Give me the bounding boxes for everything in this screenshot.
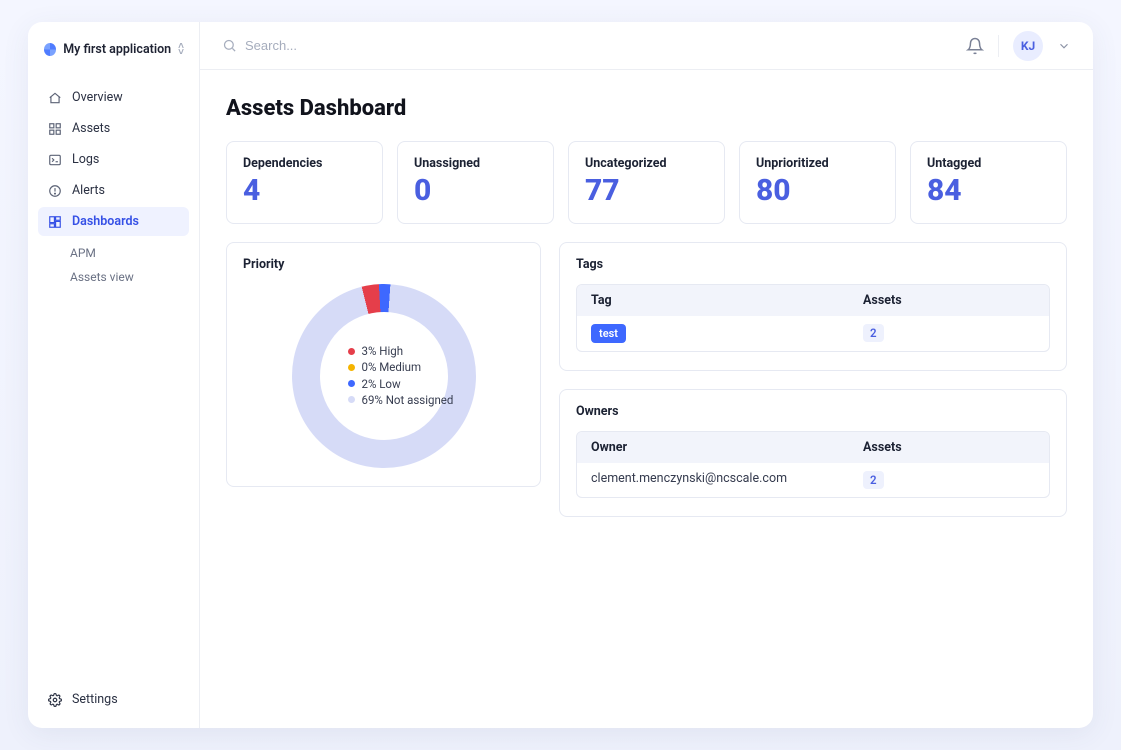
- stat-value: 0: [414, 175, 537, 207]
- topbar: KJ: [200, 22, 1093, 70]
- stat-card[interactable]: Untagged 84: [910, 141, 1067, 224]
- priority-legend: 3% High0% Medium2% Low69% Not assigned: [320, 312, 448, 440]
- tags-title: Tags: [576, 257, 1050, 272]
- owners-title: Owners: [576, 404, 1050, 419]
- sidebar-subitems: APM Assets view: [64, 242, 189, 288]
- panels-row: Priority 3% High0% Medium2% Low69% Not a…: [226, 242, 1067, 517]
- sidebar-subitem-apm[interactable]: APM: [64, 242, 189, 264]
- sidebar-item-label: Alerts: [72, 183, 105, 198]
- priority-donut-wrap: 3% High0% Medium2% Low69% Not assigned: [243, 284, 524, 468]
- legend-label: 0% Medium: [362, 359, 422, 375]
- stat-card[interactable]: Unprioritized 80: [739, 141, 896, 224]
- topbar-right: KJ: [966, 31, 1071, 61]
- tags-col-assets: Assets: [849, 285, 1049, 316]
- legend-item: 0% Medium: [348, 359, 454, 375]
- assets-cell: 2: [849, 316, 1049, 351]
- stat-card[interactable]: Dependencies 4: [226, 141, 383, 224]
- legend-dot-icon: [348, 364, 355, 371]
- dashboard-icon: [48, 215, 62, 229]
- user-avatar[interactable]: KJ: [1013, 31, 1043, 61]
- stat-value: 84: [927, 175, 1050, 207]
- sidebar-nav: Overview Assets Logs Alerts: [38, 83, 189, 288]
- tag-cell: test: [577, 316, 849, 351]
- assets-cell: 2: [849, 463, 1049, 497]
- legend-dot-icon: [348, 380, 355, 387]
- count-pill: 2: [863, 471, 884, 489]
- sidebar-item-label: Dashboards: [72, 214, 139, 229]
- stat-card[interactable]: Unassigned 0: [397, 141, 554, 224]
- search-box[interactable]: [222, 38, 952, 53]
- content: Assets Dashboard Dependencies 4 Unassigned…: [200, 70, 1093, 543]
- stat-card[interactable]: Uncategorized 77: [568, 141, 725, 224]
- sidebar-item-logs[interactable]: Logs: [38, 145, 189, 174]
- legend-dot-icon: [348, 348, 355, 355]
- page-title: Assets Dashboard: [226, 96, 1067, 121]
- tag-pill[interactable]: test: [591, 324, 626, 343]
- owners-panel: Owners Owner Assets clement.menczynski@n…: [559, 389, 1067, 517]
- sidebar-item-assets[interactable]: Assets: [38, 114, 189, 143]
- sidebar-item-dashboards[interactable]: Dashboards: [38, 207, 189, 236]
- gear-icon: [48, 693, 62, 707]
- notifications-button[interactable]: [966, 37, 984, 55]
- sidebar-item-label: Logs: [72, 152, 99, 167]
- legend-label: 2% Low: [362, 376, 401, 392]
- tags-panel: Tags Tag Assets test 2: [559, 242, 1067, 371]
- search-icon: [222, 38, 237, 53]
- legend-item: 2% Low: [348, 376, 454, 392]
- priority-title: Priority: [243, 257, 524, 272]
- legend-label: 69% Not assigned: [362, 392, 454, 408]
- priority-donut-chart: 3% High0% Medium2% Low69% Not assigned: [292, 284, 476, 468]
- stat-label: Untagged: [927, 156, 1050, 171]
- main-area: KJ Assets Dashboard Dependencies 4 Unassig…: [200, 22, 1093, 728]
- stat-value: 4: [243, 175, 366, 207]
- stat-label: Dependencies: [243, 156, 366, 171]
- stat-label: Uncategorized: [585, 156, 708, 171]
- legend-label: 3% High: [362, 343, 404, 359]
- selector-updown-icon: ˄˅: [178, 44, 183, 56]
- tags-table-head: Tag Assets: [577, 285, 1049, 316]
- stat-label: Unassigned: [414, 156, 537, 171]
- sidebar-item-label: Assets: [72, 121, 110, 136]
- alert-icon: [48, 184, 62, 198]
- settings-label: Settings: [72, 692, 118, 707]
- app-selector-label: My first application: [63, 42, 171, 57]
- sidebar-subitem-assets-view[interactable]: Assets view: [64, 266, 189, 288]
- stats-row: Dependencies4Unassigned0Uncategorized77U…: [226, 141, 1067, 224]
- user-menu-chevron[interactable]: [1057, 39, 1071, 53]
- sidebar-item-overview[interactable]: Overview: [38, 83, 189, 112]
- sidebar: My first application ˄˅ Overview Assets: [28, 22, 200, 728]
- table-row[interactable]: clement.menczynski@ncscale.com 2: [577, 463, 1049, 497]
- owners-table: Owner Assets clement.menczynski@ncscale.…: [576, 431, 1050, 498]
- app-selector[interactable]: My first application ˄˅: [38, 38, 189, 73]
- app-logo-icon: [44, 43, 56, 56]
- table-row[interactable]: test 2: [577, 316, 1049, 351]
- terminal-icon: [48, 153, 62, 167]
- owner-cell: clement.menczynski@ncscale.com: [577, 463, 849, 497]
- app-shell: My first application ˄˅ Overview Assets: [28, 22, 1093, 728]
- sidebar-item-label: Overview: [72, 90, 123, 105]
- owners-table-head: Owner Assets: [577, 432, 1049, 463]
- tags-col-tag: Tag: [577, 285, 849, 316]
- count-pill: 2: [863, 324, 884, 342]
- stat-value: 77: [585, 175, 708, 207]
- topbar-divider: [998, 35, 999, 57]
- priority-panel: Priority 3% High0% Medium2% Low69% Not a…: [226, 242, 541, 487]
- legend-dot-icon: [348, 396, 355, 403]
- sidebar-item-alerts[interactable]: Alerts: [38, 176, 189, 205]
- grid-icon: [48, 122, 62, 136]
- owners-col-assets: Assets: [849, 432, 1049, 463]
- tags-table: Tag Assets test 2: [576, 284, 1050, 352]
- stat-label: Unprioritized: [756, 156, 879, 171]
- sidebar-item-settings[interactable]: Settings: [38, 685, 189, 714]
- legend-item: 69% Not assigned: [348, 392, 454, 408]
- search-input[interactable]: [245, 38, 505, 53]
- legend-item: 3% High: [348, 343, 454, 359]
- home-icon: [48, 91, 62, 105]
- stat-value: 80: [756, 175, 879, 207]
- right-column: Tags Tag Assets test 2 Owners: [559, 242, 1067, 517]
- owners-col-owner: Owner: [577, 432, 849, 463]
